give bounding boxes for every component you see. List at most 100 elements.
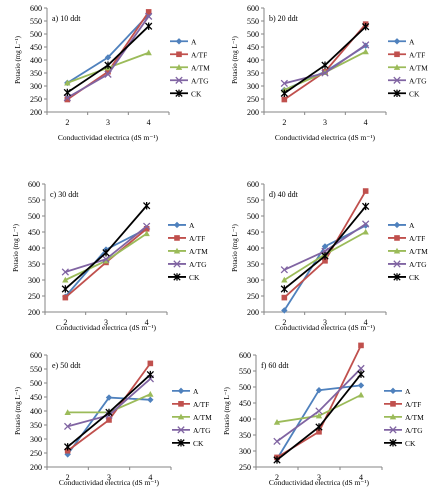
legend-label: A/TF <box>189 234 205 243</box>
legend-marker <box>173 247 181 254</box>
legend-label: A <box>409 221 415 230</box>
data-point-a-tg <box>104 70 112 78</box>
y-axis-label: Potasio (mg L⁻¹) <box>14 386 22 434</box>
data-point-ck <box>280 89 288 97</box>
chart-title: e) 50 ddt <box>52 361 81 370</box>
y-axis-label: Potasio (mg L⁻¹) <box>231 223 239 271</box>
legend-label: CK <box>405 439 416 448</box>
legend-marker <box>175 89 183 97</box>
data-point-a-tm <box>147 391 154 397</box>
data-point-a-tg <box>273 437 281 446</box>
chart-title: b) 20 ddt <box>269 14 299 23</box>
data-point-a-tf <box>316 429 322 435</box>
legend-marker <box>390 401 396 407</box>
y-tick-label: 600 <box>247 180 259 189</box>
x-tick-label: 4 <box>364 118 368 127</box>
data-point-a <box>104 54 112 61</box>
y-tick-label: 400 <box>239 415 251 424</box>
y-tick-label: 250 <box>247 95 259 104</box>
y-tick-label: 300 <box>239 447 251 456</box>
legend-marker <box>393 89 401 97</box>
legend-marker <box>393 247 401 254</box>
x-axis-label: Conductividad electrica (dS m⁻¹) <box>275 133 376 142</box>
data-point-a-tm <box>362 48 369 55</box>
data-point-ck <box>64 443 72 451</box>
legend-label: A <box>193 387 199 396</box>
data-point-a-tf <box>105 68 111 75</box>
x-tick-label: 4 <box>359 473 363 482</box>
y-axis-label: Potasio (mg L⁻¹) <box>231 35 239 83</box>
data-point-ck <box>357 370 365 378</box>
y-tick-label: 250 <box>28 292 40 301</box>
legend-marker <box>389 426 397 434</box>
y-tick-label: 400 <box>30 407 42 416</box>
legend-marker <box>173 260 181 268</box>
data-point-ck <box>145 22 153 30</box>
y-tick-label: 550 <box>30 17 42 26</box>
y-tick-label: 600 <box>28 180 40 189</box>
data-point-a-tf <box>64 96 71 103</box>
y-tick-label: 450 <box>247 228 259 237</box>
x-tick-label: 3 <box>104 318 108 327</box>
data-point-a-tf <box>145 9 152 15</box>
chart-panel-6: 250 300 350 400 450 500 550 600 2 3 4 f) 60 ddt Pota… <box>223 342 424 487</box>
chart-title: a) 10 ddt <box>52 14 81 23</box>
y-tick-label: 200 <box>247 308 259 317</box>
data-point-a <box>321 243 329 250</box>
x-tick-label: 4 <box>148 473 152 482</box>
y-tick-label: 400 <box>30 56 42 65</box>
y-tick-label: 300 <box>28 276 40 285</box>
data-point-a-tm <box>145 49 152 56</box>
y-tick-label: 350 <box>28 260 40 269</box>
data-point-ck <box>362 202 370 211</box>
y-tick-label: 500 <box>30 379 42 388</box>
y-tick-label: 300 <box>247 276 259 285</box>
data-point-ck <box>102 249 110 257</box>
legend-marker <box>175 38 183 45</box>
data-point-a-tm <box>273 419 281 425</box>
legend-label: A/TM <box>191 63 210 72</box>
y-tick-label: 300 <box>30 82 42 91</box>
series-line-a-tm <box>64 232 148 281</box>
data-point-a-tg <box>61 268 69 276</box>
data-point-a-tf <box>358 342 364 349</box>
data-point-a-tf <box>106 417 112 423</box>
x-tick-label: 2 <box>63 318 67 327</box>
series-line-a <box>276 384 362 460</box>
legend-marker <box>393 221 401 229</box>
x-tick-label: 2 <box>65 118 69 127</box>
data-point-a-tg <box>64 422 72 431</box>
x-tick-label: 2 <box>275 473 279 482</box>
data-point-a <box>315 387 323 394</box>
legend-label: A/TF <box>191 50 207 59</box>
y-tick-label: 450 <box>30 393 42 402</box>
y-tick-label: 600 <box>247 4 259 13</box>
x-tick-label: 3 <box>323 318 327 327</box>
y-tick-label: 550 <box>30 365 42 374</box>
data-point-a-tg <box>280 266 288 274</box>
data-point-a-tg <box>315 407 323 415</box>
y-tick-label: 500 <box>239 383 251 392</box>
legend-marker <box>393 64 401 70</box>
y-tick-label: 350 <box>30 69 42 78</box>
legend-label: A/TF <box>409 234 425 243</box>
y-tick-label: 200 <box>30 108 42 117</box>
data-point-ck <box>321 61 329 69</box>
legend-marker <box>177 413 185 420</box>
y-tick-label: 550 <box>28 196 40 205</box>
legend-label: A/TF <box>193 400 209 409</box>
legend-marker <box>394 51 400 58</box>
legend-marker <box>393 273 401 281</box>
data-point-ck <box>273 456 281 464</box>
y-tick-label: 500 <box>247 212 259 221</box>
y-tick-label: 350 <box>30 421 42 430</box>
y-tick-label: 500 <box>28 212 40 221</box>
data-point-a-tm <box>357 391 365 398</box>
y-axis-label: Potasio (mg L⁻¹) <box>223 386 231 434</box>
legend-label: A/TF <box>409 50 425 59</box>
data-point-ck <box>105 408 113 417</box>
data-point-a-tg <box>145 12 153 20</box>
y-tick-label: 350 <box>247 260 259 269</box>
data-point-a-tf <box>147 360 154 367</box>
data-point-a-tm <box>102 257 110 264</box>
